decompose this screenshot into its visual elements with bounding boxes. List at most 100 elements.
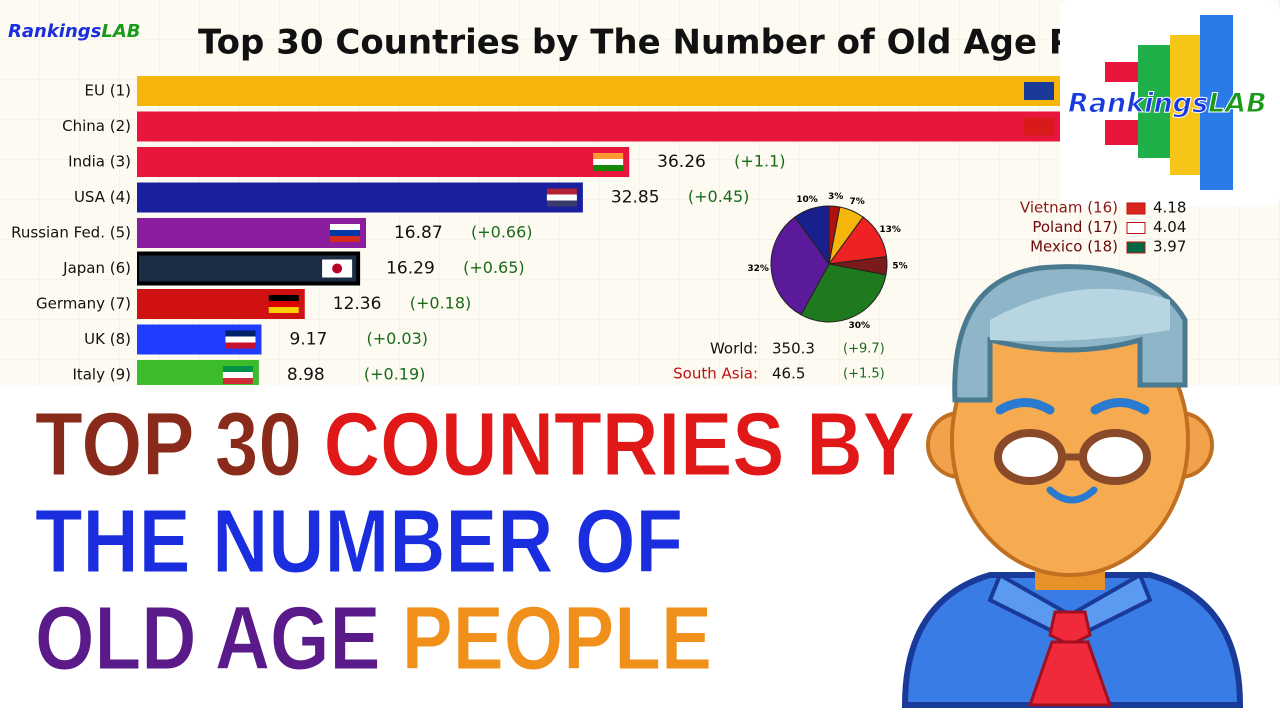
- big-logo: RankingsLAB: [1068, 88, 1267, 119]
- flag: [268, 295, 299, 301]
- side-label: Poland (17): [1032, 218, 1118, 236]
- value-label: 32.85: [611, 188, 660, 208]
- value-label: 12.36: [333, 294, 382, 314]
- headline-segment: THE NUMBER OF: [35, 492, 683, 592]
- pie-label: 10%: [796, 195, 818, 205]
- flag: [546, 200, 577, 207]
- side-flag: [1126, 241, 1146, 254]
- logo-first: Rankings: [1068, 88, 1208, 119]
- flag: [1024, 82, 1054, 88]
- flag: [222, 366, 253, 372]
- headline-line: TOP 30 COUNTRIES BY: [35, 395, 915, 495]
- headline-segment: PEOPLE: [402, 589, 712, 689]
- bar: [137, 111, 1060, 142]
- bars: [137, 76, 1060, 390]
- pie-label: 32%: [747, 264, 769, 274]
- stat-change: (+9.7): [843, 342, 885, 357]
- stat-value: 350.3: [772, 340, 815, 358]
- flag: [329, 230, 360, 236]
- side-flag: [1126, 202, 1146, 215]
- pie-label: 30%: [848, 321, 870, 331]
- flag: [1024, 94, 1054, 100]
- flag: [593, 165, 624, 171]
- category-label: USA (4): [74, 188, 131, 206]
- pie-slice: [800, 263, 887, 323]
- logo-box: RankingsLAB: [1060, 0, 1280, 207]
- side-value: 3.97: [1153, 238, 1186, 256]
- logo-first: Rankings: [8, 21, 102, 42]
- headline-line: OLD AGE PEOPLE: [35, 589, 712, 689]
- flag: [268, 301, 299, 307]
- pie-slice: [794, 205, 830, 266]
- category-label: India (3): [68, 153, 131, 171]
- overlay: 36.26 (+1.1) 32.85 (+0.45) 16.87 (+0.66) 16.29…: [222, 82, 1054, 385]
- flag: [593, 153, 624, 159]
- flag: [222, 378, 253, 384]
- logo-second: LAB: [101, 21, 140, 42]
- bar: [137, 251, 361, 286]
- flag: [546, 188, 577, 195]
- value-label: 16.87: [394, 223, 443, 243]
- chart-title: Top 30 Countries by The Number of Old Ag…: [198, 23, 1179, 63]
- headline-line: THE NUMBER OF: [35, 492, 683, 592]
- category-label: Italy (9): [72, 366, 131, 384]
- value-label: 16.29: [386, 259, 435, 279]
- stat-label: World:: [710, 340, 758, 358]
- value-label: 36.26: [657, 152, 706, 172]
- value-label: 9.17: [289, 330, 327, 350]
- side-flag: [1126, 222, 1146, 234]
- pie-label: 7%: [850, 197, 865, 207]
- flag: [225, 330, 256, 337]
- flag: [222, 372, 253, 378]
- flag: [546, 194, 577, 201]
- pie-label: 3%: [828, 192, 843, 202]
- category-label: Germany (7): [36, 295, 131, 313]
- flag: [322, 271, 353, 278]
- headline-segment: OLD AGE: [35, 589, 402, 689]
- change-label: (+0.65): [463, 258, 525, 277]
- category-label: Russian Fed. (5): [11, 224, 131, 242]
- bar: [137, 76, 1060, 106]
- stat-change: (+1.5): [843, 367, 885, 382]
- small-logo: RankingsLAB: [8, 21, 141, 42]
- flag: [1024, 123, 1054, 130]
- side-label: Vietnam (16): [1020, 199, 1118, 217]
- side-value: 4.04: [1153, 218, 1186, 236]
- flag: [225, 336, 256, 343]
- flag: [1024, 117, 1054, 124]
- flag: [329, 224, 360, 230]
- flag: [322, 259, 353, 266]
- stat-value: 46.5: [772, 365, 805, 383]
- flag: [1024, 88, 1054, 94]
- stat-label: South Asia:: [673, 365, 758, 383]
- pie-label: 13%: [879, 225, 901, 235]
- change-label: (+0.19): [364, 365, 426, 384]
- flag: [329, 236, 360, 242]
- bar: [137, 147, 630, 177]
- logo-second: LAB: [1208, 88, 1267, 119]
- pie-slice: [770, 216, 830, 316]
- category-label: China (2): [62, 117, 131, 135]
- flag: [1024, 129, 1054, 136]
- bar: [137, 218, 366, 248]
- category-label: EU (1): [85, 82, 131, 100]
- flag: [268, 307, 299, 313]
- change-label: (+0.45): [688, 187, 750, 206]
- change-label: (+0.18): [410, 294, 472, 313]
- side-label: Mexico (18): [1030, 238, 1118, 256]
- bar: [137, 182, 583, 213]
- side-value: 4.18: [1153, 199, 1186, 217]
- old-man-illustration: [901, 264, 1244, 708]
- flag: [225, 342, 256, 349]
- category-label: Japan (6): [62, 259, 131, 277]
- change-label: (+1.1): [734, 152, 785, 171]
- value-label: 8.98: [287, 365, 325, 385]
- change-label: (+0.03): [366, 329, 428, 348]
- headline-segment: COUNTRIES BY: [324, 395, 915, 495]
- change-label: (+0.66): [471, 223, 533, 242]
- category-label: UK (8): [84, 330, 131, 348]
- flag: [593, 159, 624, 165]
- pie-label: 5%: [892, 262, 907, 272]
